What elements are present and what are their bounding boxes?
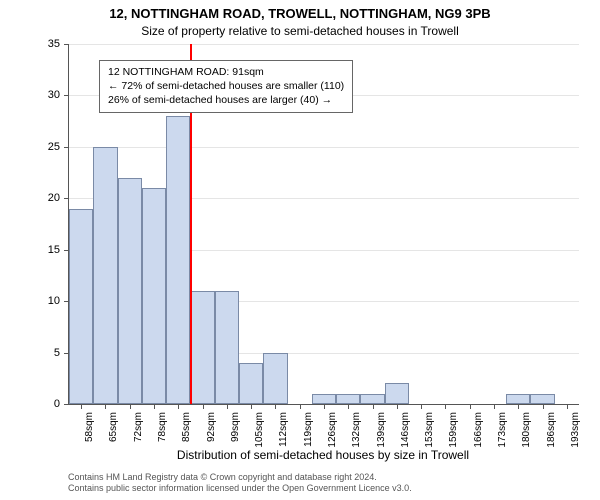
footer-line-1: Contains HM Land Registry data © Crown c… bbox=[68, 472, 578, 483]
ytick-label: 25 bbox=[0, 141, 60, 153]
xtick-mark bbox=[203, 404, 204, 409]
footer-line-2: Contains public sector information licen… bbox=[68, 483, 578, 494]
ytick-label: 20 bbox=[0, 192, 60, 204]
xtick-label: 126sqm bbox=[327, 412, 338, 448]
histogram-bar bbox=[312, 394, 336, 404]
gridline-h bbox=[69, 44, 579, 45]
xtick-label: 78sqm bbox=[157, 412, 168, 442]
x-axis-label: Distribution of semi-detached houses by … bbox=[68, 448, 578, 462]
histogram-bar bbox=[166, 116, 190, 404]
histogram-bar bbox=[190, 291, 214, 404]
annotation-line: 26% of semi-detached houses are larger (… bbox=[108, 93, 344, 107]
xtick-mark bbox=[154, 404, 155, 409]
xtick-mark bbox=[397, 404, 398, 409]
xtick-mark bbox=[445, 404, 446, 409]
xtick-label: 92sqm bbox=[206, 412, 217, 442]
xtick-mark bbox=[324, 404, 325, 409]
xtick-label: 72sqm bbox=[133, 412, 144, 442]
xtick-label: 186sqm bbox=[546, 412, 557, 448]
xtick-mark bbox=[543, 404, 544, 409]
histogram-bar bbox=[239, 363, 263, 404]
xtick-mark bbox=[130, 404, 131, 409]
ytick-label: 10 bbox=[0, 295, 60, 307]
xtick-mark bbox=[227, 404, 228, 409]
xtick-label: 159sqm bbox=[448, 412, 459, 448]
xtick-label: 58sqm bbox=[84, 412, 95, 442]
xtick-mark bbox=[275, 404, 276, 409]
xtick-label: 99sqm bbox=[230, 412, 241, 442]
xtick-label: 180sqm bbox=[521, 412, 532, 448]
ytick-label: 30 bbox=[0, 89, 60, 101]
xtick-label: 85sqm bbox=[181, 412, 192, 442]
histogram-bar bbox=[385, 383, 409, 404]
xtick-mark bbox=[470, 404, 471, 409]
ytick-mark bbox=[64, 198, 69, 199]
histogram-bar bbox=[142, 188, 166, 404]
xtick-mark bbox=[300, 404, 301, 409]
xtick-label: 166sqm bbox=[473, 412, 484, 448]
xtick-mark bbox=[105, 404, 106, 409]
histogram-bar bbox=[360, 394, 384, 404]
footer-attribution: Contains HM Land Registry data © Crown c… bbox=[68, 472, 578, 495]
xtick-label: 112sqm bbox=[278, 412, 289, 447]
histogram-bar bbox=[336, 394, 360, 404]
ytick-mark bbox=[64, 404, 69, 405]
histogram-bar bbox=[263, 353, 287, 404]
chart-title-sub: Size of property relative to semi-detach… bbox=[0, 24, 600, 38]
chart-title-main: 12, NOTTINGHAM ROAD, TROWELL, NOTTINGHAM… bbox=[0, 6, 600, 21]
annotation-box: 12 NOTTINGHAM ROAD: 91sqm← 72% of semi-d… bbox=[99, 60, 353, 113]
xtick-mark bbox=[494, 404, 495, 409]
xtick-label: 119sqm bbox=[303, 412, 314, 447]
ytick-label: 15 bbox=[0, 244, 60, 256]
xtick-label: 132sqm bbox=[351, 412, 362, 448]
ytick-mark bbox=[64, 95, 69, 96]
annotation-line: ← 72% of semi-detached houses are smalle… bbox=[108, 79, 344, 93]
xtick-label: 65sqm bbox=[108, 412, 119, 442]
xtick-mark bbox=[421, 404, 422, 409]
xtick-label: 193sqm bbox=[570, 412, 581, 448]
histogram-bar bbox=[69, 209, 93, 404]
ytick-label: 0 bbox=[0, 398, 60, 410]
histogram-bar bbox=[506, 394, 530, 404]
ytick-label: 5 bbox=[0, 347, 60, 359]
xtick-mark bbox=[81, 404, 82, 409]
gridline-h bbox=[69, 147, 579, 148]
xtick-label: 146sqm bbox=[400, 412, 411, 448]
histogram-bar bbox=[93, 147, 117, 404]
xtick-mark bbox=[373, 404, 374, 409]
ytick-mark bbox=[64, 147, 69, 148]
annotation-line: 12 NOTTINGHAM ROAD: 91sqm bbox=[108, 65, 344, 79]
xtick-mark bbox=[518, 404, 519, 409]
xtick-label: 105sqm bbox=[254, 412, 265, 448]
ytick-label: 35 bbox=[0, 38, 60, 50]
xtick-mark bbox=[567, 404, 568, 409]
xtick-mark bbox=[251, 404, 252, 409]
histogram-bar bbox=[215, 291, 239, 404]
ytick-mark bbox=[64, 44, 69, 45]
xtick-label: 173sqm bbox=[497, 412, 508, 448]
xtick-mark bbox=[348, 404, 349, 409]
histogram-bar bbox=[118, 178, 142, 404]
histogram-bar bbox=[530, 394, 554, 404]
plot-area: 12 NOTTINGHAM ROAD: 91sqm← 72% of semi-d… bbox=[68, 44, 579, 405]
xtick-label: 139sqm bbox=[376, 412, 387, 448]
xtick-mark bbox=[178, 404, 179, 409]
xtick-label: 153sqm bbox=[424, 412, 435, 448]
